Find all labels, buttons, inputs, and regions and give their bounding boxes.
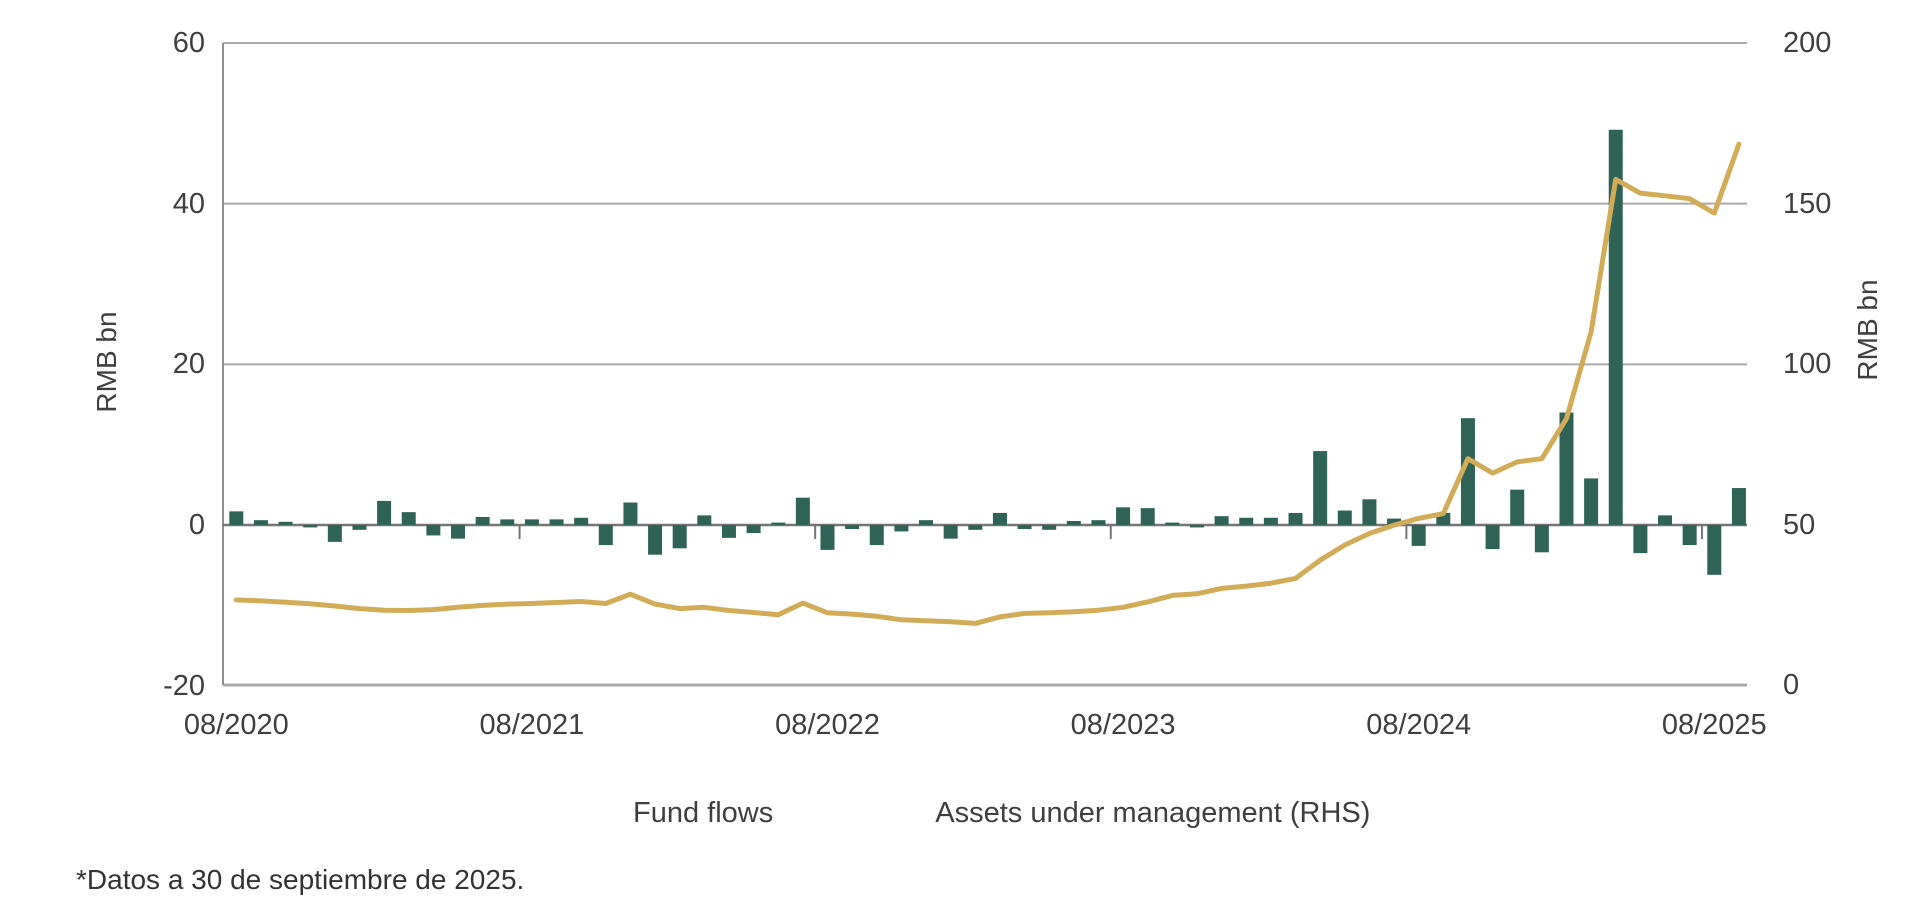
fund-flow-bar [746, 525, 761, 534]
footnote: *Datos a 30 de septiembre de 2025. [76, 864, 525, 895]
aum-line [233, 141, 1742, 626]
fund-flow-bar [919, 520, 934, 525]
fund-flow-bar [1239, 517, 1254, 525]
fund-flow-bar [327, 525, 342, 542]
fund-flow-bar [574, 517, 589, 525]
fund-flow-bar [253, 520, 268, 525]
right-tick-label: 100 [1783, 348, 1832, 380]
x-tick-label: 08/2020 [183, 709, 289, 741]
fund-flow-bar [303, 525, 318, 528]
fund-flow-bar [377, 500, 392, 525]
fund-flow-bar [1214, 516, 1229, 525]
x-tick-label: 08/2024 [1366, 709, 1472, 741]
fund-flow-bar [795, 497, 810, 525]
fund-flow-bar [943, 525, 958, 539]
fund-flow-bar [1091, 520, 1106, 525]
fund-flow-bar [401, 512, 416, 525]
right-tick-label: 200 [1783, 27, 1832, 59]
fund-flow-bar [1066, 520, 1081, 525]
fund-flow-bar [820, 525, 835, 550]
fund-flow-bar [697, 515, 712, 525]
right-axis-title: RMB bn [1852, 279, 1883, 381]
fund-flow-bar [845, 525, 860, 530]
right-tick-label: 0 [1783, 669, 1800, 701]
fund-flow-bar [598, 525, 613, 546]
fund-flow-bar [1584, 478, 1599, 525]
fund-flow-bar [1460, 418, 1475, 525]
fund-flow-bar [894, 525, 909, 532]
legend-aum-label: Assets under management (RHS) [935, 796, 1371, 829]
fund-flow-bar [1608, 129, 1623, 525]
fund-flow-bar [721, 525, 736, 538]
fund-flow-bar [229, 511, 244, 525]
fund-flow-bar [1559, 412, 1574, 525]
fund-flow-bar [1337, 510, 1352, 525]
fund-flow-bar [352, 525, 367, 530]
fund-flow-bar [1387, 518, 1402, 525]
fund-flow-bar [1485, 525, 1500, 550]
fund-flow-bar [1263, 517, 1278, 525]
fund-flow-bar [1140, 508, 1155, 525]
x-tick-label: 08/2021 [479, 709, 585, 741]
legend: Fund flows Assets under management (RHS) [543, 795, 1370, 831]
fund-flow-bar [1189, 525, 1204, 528]
fund-flow-bar [771, 522, 786, 525]
fund-flows-swatch-icon [543, 800, 624, 826]
fund-flow-bar [1658, 515, 1673, 525]
fund-flow-bar [1116, 507, 1131, 525]
fund-flow-bar [500, 519, 515, 525]
fund-flow-bar [968, 525, 983, 530]
left-tick-label: 60 [172, 27, 205, 59]
fund-flow-bar [1534, 525, 1549, 553]
fund-flow-bar [1362, 499, 1377, 525]
fund-flow-bar [549, 519, 564, 525]
aum-line-swatch-icon [840, 811, 927, 816]
fund-flow-bar [1288, 512, 1303, 525]
right-tick-label: 150 [1783, 187, 1832, 220]
fund-flow-bar [1313, 451, 1328, 525]
fund-flow-bar [992, 512, 1007, 525]
x-tick-label: 08/2022 [775, 709, 880, 741]
left-tick-label: 0 [188, 509, 205, 541]
fund-flow-bar [869, 525, 884, 546]
fund-flow-bar [1165, 522, 1180, 525]
fund-flow-bar [524, 519, 539, 525]
fund-flow-bar [278, 521, 293, 525]
fund-flow-bar [1042, 525, 1057, 530]
x-tick-label: 08/2025 [1661, 709, 1767, 741]
left-tick-label: -20 [163, 669, 205, 702]
left-tick-label: 20 [172, 348, 205, 381]
fund-flow-bar [1411, 525, 1426, 546]
fund-flow-bar [1682, 525, 1697, 546]
fund-flow-bar [1633, 525, 1648, 554]
fund-flow-bar [450, 525, 465, 539]
fund-flow-bar [672, 525, 687, 549]
fund-flow-bar [623, 502, 638, 525]
fund-flow-bar [1707, 525, 1722, 575]
fund-flow-bar [426, 525, 441, 536]
fund-flow-bar [648, 525, 663, 555]
fund-flow-bar [1731, 488, 1746, 525]
left-tick-label: 40 [172, 187, 205, 220]
fund-flow-bar [1510, 489, 1525, 525]
legend-fund-flows-label: Fund flows [633, 796, 774, 829]
fund-flow-bar [1017, 525, 1032, 530]
x-tick-label: 08/2023 [1070, 709, 1176, 741]
right-tick-label: 50 [1783, 508, 1816, 541]
fund-flow-bar [475, 516, 490, 525]
left-axis-title: RMB bn [91, 311, 122, 413]
